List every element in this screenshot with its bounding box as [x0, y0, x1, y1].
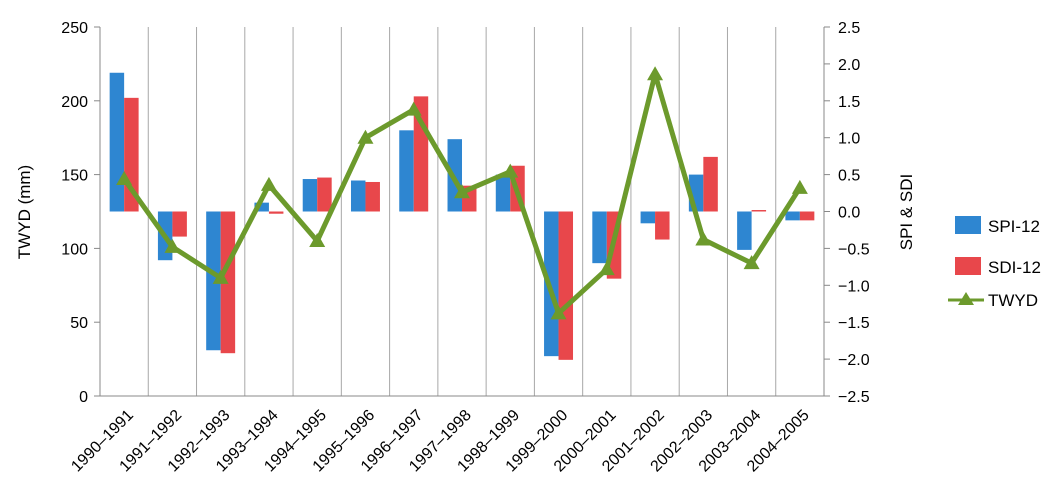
bar-sdi-12 — [365, 181, 380, 212]
legend-swatch-spi-12 — [955, 216, 981, 234]
left-axis-title: TWYD (mm) — [15, 165, 34, 259]
left-tick-label: 150 — [61, 168, 88, 185]
left-tick-label: 200 — [61, 94, 88, 111]
legend-label-sdi-12: SDI-12 — [988, 258, 1041, 277]
twyd-marker — [695, 231, 712, 246]
right-axis-title: SPI & SDI — [897, 174, 916, 251]
bar-spi-12 — [399, 130, 414, 212]
bar-spi-12 — [302, 179, 318, 212]
bar-sdi-12 — [655, 211, 670, 240]
bar-sdi-12 — [799, 211, 815, 221]
twyd-marker — [502, 163, 519, 178]
right-tick-label: 1.5 — [838, 94, 860, 111]
bar-sdi-12 — [703, 156, 718, 212]
bar-spi-12 — [109, 72, 125, 212]
bar-spi-12 — [640, 211, 656, 224]
left-tick-label: 50 — [70, 315, 88, 332]
twyd-marker — [164, 238, 181, 253]
bar-spi-12 — [350, 180, 366, 212]
legend: SPI-12 SDI-12 TWYD — [948, 216, 1041, 310]
right-tick-label: −1.5 — [838, 315, 870, 332]
bar-sdi-12 — [317, 177, 332, 212]
left-tick-label: 250 — [61, 20, 88, 37]
twyd-marker — [357, 129, 374, 144]
legend-label-twyd: TWYD — [988, 291, 1038, 310]
twyd-marker — [309, 233, 326, 248]
bar-sdi-12 — [751, 210, 767, 212]
bar-sdi-12 — [558, 211, 574, 360]
twyd-marker — [212, 269, 229, 284]
bar-sdi-12 — [268, 211, 284, 214]
twyd-marker — [454, 184, 470, 199]
bar-spi-12 — [254, 202, 269, 212]
twyd-line-layer — [116, 66, 808, 320]
twyd-marker — [647, 66, 664, 81]
bar-spi-12 — [737, 211, 752, 250]
twyd-marker — [791, 179, 808, 194]
bar-spi-12 — [495, 174, 511, 212]
legend-swatch-sdi-12 — [955, 257, 981, 275]
left-tick-label: 0 — [79, 389, 88, 406]
twyd-marker — [550, 305, 567, 320]
right-tick-label: 0.0 — [838, 205, 860, 222]
axes — [94, 26, 830, 397]
bar-spi-12 — [785, 211, 800, 221]
bar-sdi-12 — [172, 211, 187, 237]
twyd-marker — [260, 176, 277, 191]
bar-spi-12 — [206, 211, 221, 351]
right-tick-label: 2.5 — [838, 20, 860, 37]
bars-layer — [109, 72, 815, 360]
right-tick-label: −0.5 — [838, 241, 870, 258]
right-tick-label: 1.0 — [838, 131, 860, 148]
twyd-marker — [405, 101, 422, 116]
twyd-marker — [116, 171, 133, 186]
legend-label-spi-12: SPI-12 — [988, 217, 1040, 236]
bar-spi-12 — [592, 211, 607, 264]
right-tick-label: −2.0 — [838, 352, 870, 369]
right-tick-label: 2.0 — [838, 57, 860, 74]
right-tick-label: −1.0 — [838, 278, 870, 295]
twyd-marker — [598, 261, 615, 276]
bar-spi-12 — [544, 211, 559, 357]
bar-sdi-12 — [220, 211, 236, 354]
legend-marker-twyd — [958, 292, 974, 305]
right-tick-label: 0.5 — [838, 168, 860, 185]
right-tick-label: −2.5 — [838, 389, 870, 406]
left-tick-label: 100 — [61, 241, 88, 258]
twyd-marker — [743, 255, 760, 270]
